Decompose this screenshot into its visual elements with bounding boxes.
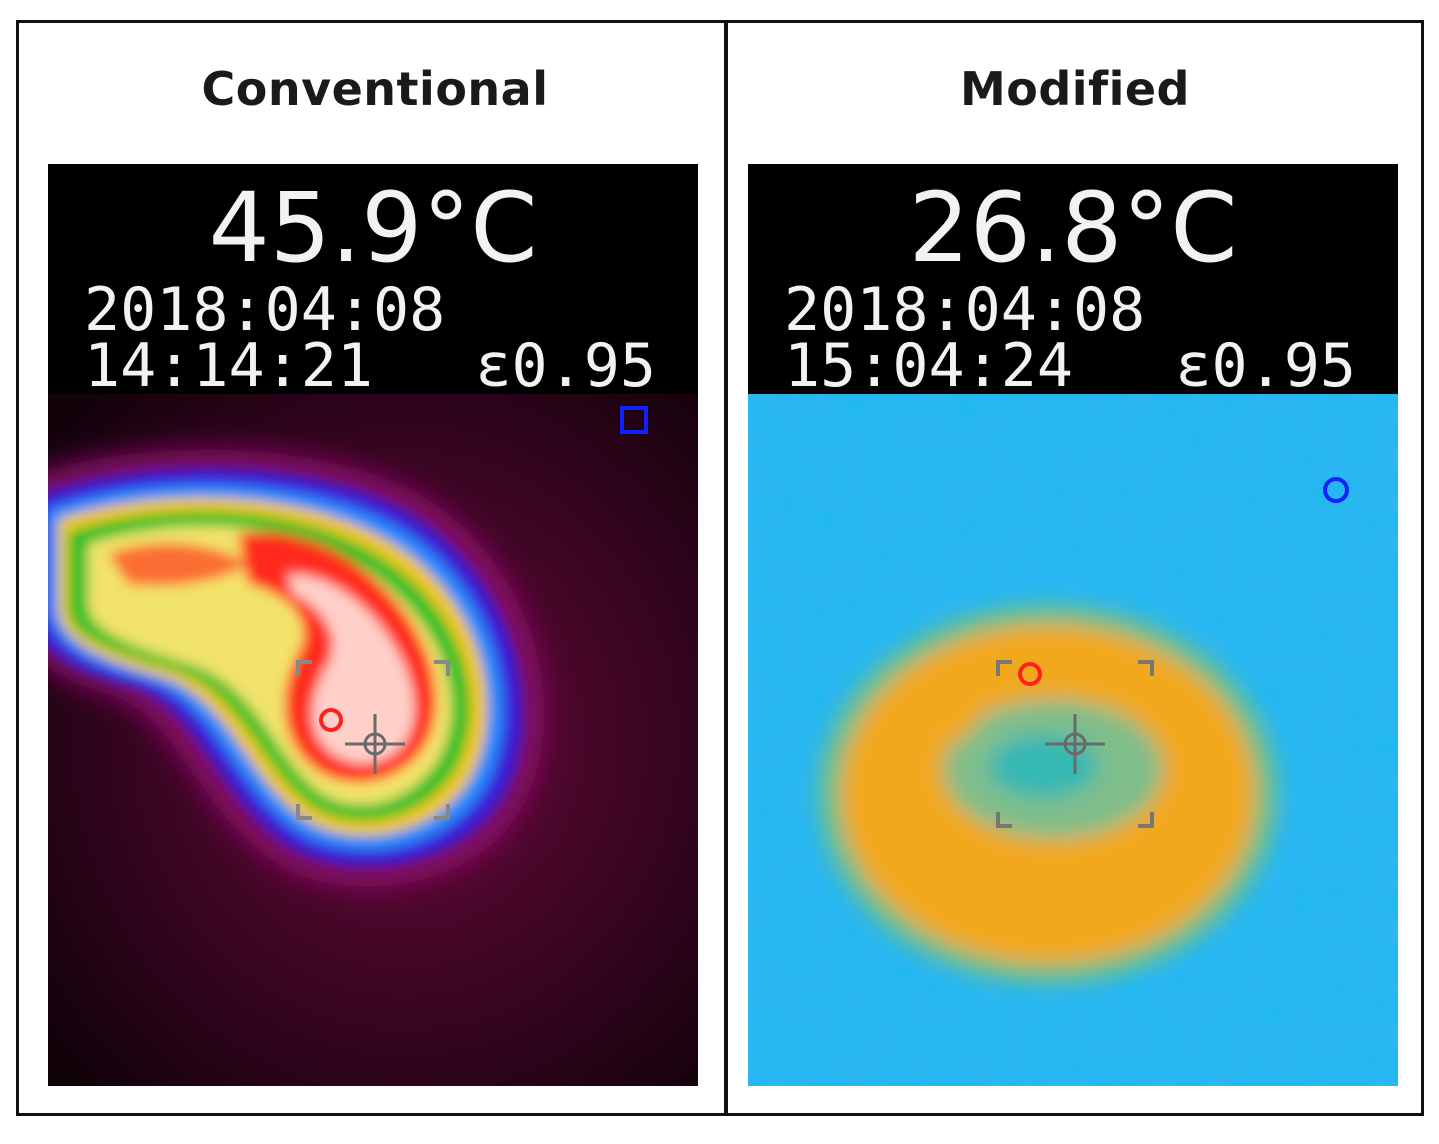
temperature-readout: 26.8°C [908,172,1238,284]
thermal-image-modified [748,394,1398,1086]
hot-spot-marker-icon [319,708,343,732]
panel-divider [724,20,728,1116]
temperature-readout: 45.9°C [208,172,538,284]
emissivity-readout: ɛ0.95 [1175,331,1356,401]
date-readout: 2018:04:08 [784,275,1146,345]
time-readout: 15:04:24 [784,331,1073,401]
hot-spot-marker-icon [1018,662,1042,686]
thermal-panel-conventional: 45.9°C 2018:04:08 14:14:21 ɛ0.95 [48,164,698,1086]
panel-title-modified: Modified [960,62,1190,116]
cold-spot-marker-icon [1323,477,1349,503]
thermal-panel-modified: 26.8°C 2018:04:08 15:04:24 ɛ0.95 [748,164,1398,1086]
figure-frame [16,20,1424,1116]
cold-spot-marker-icon [620,406,648,434]
crosshair-icon [1045,714,1105,774]
focus-bracket-icon [296,660,450,820]
readout-header: 26.8°C 2018:04:08 15:04:24 ɛ0.95 [748,164,1398,401]
time-readout: 14:14:21 [84,331,373,401]
thermal-image-conventional [48,394,698,1086]
emissivity-readout: ɛ0.95 [475,331,656,401]
panel-title-conventional: Conventional [201,62,549,116]
date-readout: 2018:04:08 [84,275,446,345]
focus-bracket-icon [996,660,1154,828]
readout-header: 45.9°C 2018:04:08 14:14:21 ɛ0.95 [48,164,698,401]
crosshair-icon [345,714,405,774]
